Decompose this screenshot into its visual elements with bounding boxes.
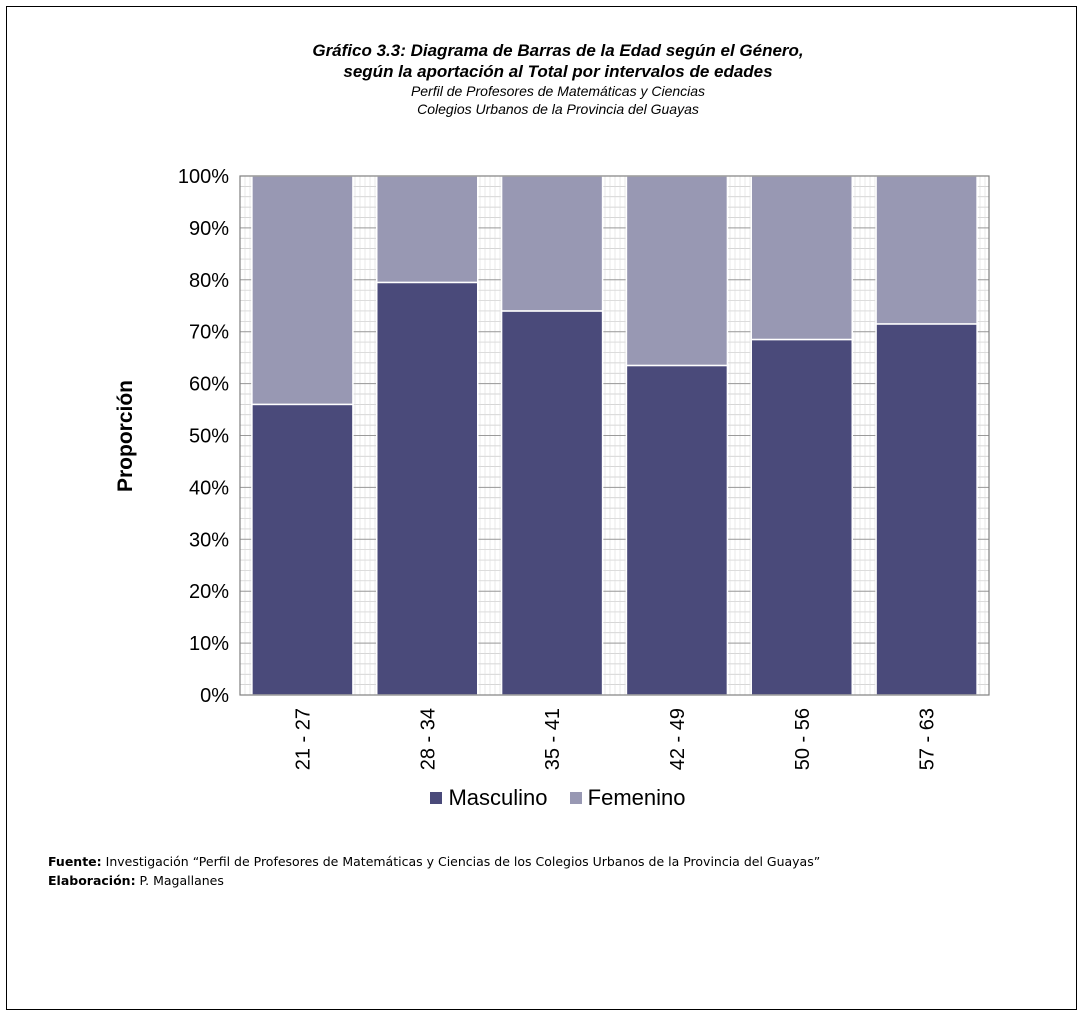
bar-masculino [500, 310, 604, 696]
chart-title-line1: Gráfico 3.3: Diagrama de Barras de la Ed… [312, 41, 804, 60]
chart-notes: Fuente: Investigación “Perfil de Profeso… [48, 852, 820, 890]
chart-title-block: Gráfico 3.3: Diagrama de Barras de la Ed… [0, 40, 1086, 118]
x-tick-label: 21 - 27 [292, 708, 314, 770]
figure-frame [6, 6, 1077, 1010]
y-axis-title: Proporción [114, 380, 137, 492]
bar-masculino [251, 403, 354, 696]
source-label: Fuente: [48, 854, 102, 869]
chart-subtitle-line1: Perfil de Profesores de Matemáticas y Ci… [410, 83, 706, 99]
legend-item-masculino: Masculino [430, 785, 548, 811]
bar-masculino [875, 323, 978, 696]
bar-femenino [625, 175, 729, 367]
bar-femenino [500, 175, 604, 312]
y-tick-label: 40% [189, 477, 229, 499]
x-tick-label: 50 - 56 [792, 708, 814, 770]
x-tick-label: 57 - 63 [917, 708, 939, 770]
bar-masculino [625, 364, 729, 696]
bar-femenino [875, 175, 978, 325]
bar-masculino [750, 338, 853, 696]
plot-border [239, 175, 990, 696]
y-tick-label: 10% [189, 633, 229, 655]
bar-femenino [376, 175, 479, 284]
source-text: Investigación “Perfil de Profesores de M… [101, 854, 821, 869]
source-note: Fuente: Investigación “Perfil de Profeso… [48, 852, 820, 871]
bar-femenino [750, 175, 853, 341]
y-tick-label: 0% [200, 685, 229, 707]
chart-legend: Masculino Femenino [0, 785, 1086, 811]
x-tick-label: 35 - 41 [542, 708, 564, 770]
chart-subtitle-line2: Colegios Urbanos de la Provincia del Gua… [417, 101, 699, 117]
y-tick-label: 70% [189, 322, 229, 344]
bar-femenino [251, 175, 354, 406]
author-label: Elaboración: [48, 873, 136, 888]
y-tick-label: 60% [189, 374, 229, 396]
y-tick-label: 30% [189, 529, 229, 551]
legend-swatch-masculino [430, 792, 443, 804]
x-tick-label: 42 - 49 [667, 708, 689, 770]
y-tick-label: 50% [189, 426, 229, 448]
bar-chart: 21 - 27 28 - 34 35 - 41 42 - 49 50 - 56 57 - … [114, 166, 990, 770]
x-tick-label: 28 - 34 [417, 708, 439, 770]
legend-item-femenino: Femenino [569, 785, 686, 811]
y-tick-label: 20% [189, 581, 229, 603]
author-note: Elaboración: P. Magallanes [48, 871, 820, 890]
author-text: P. Magallanes [135, 873, 224, 888]
bar-masculino [376, 281, 479, 696]
legend-label-masculino: Masculino [448, 785, 548, 810]
y-tick-label: 90% [189, 218, 229, 240]
legend-label-femenino: Femenino [587, 785, 686, 810]
chart-title-line2: según la aportación al Total por interva… [343, 62, 773, 81]
y-tick-label: 100% [178, 166, 229, 188]
legend-swatch-femenino [569, 792, 582, 804]
y-tick-label: 80% [189, 270, 229, 292]
